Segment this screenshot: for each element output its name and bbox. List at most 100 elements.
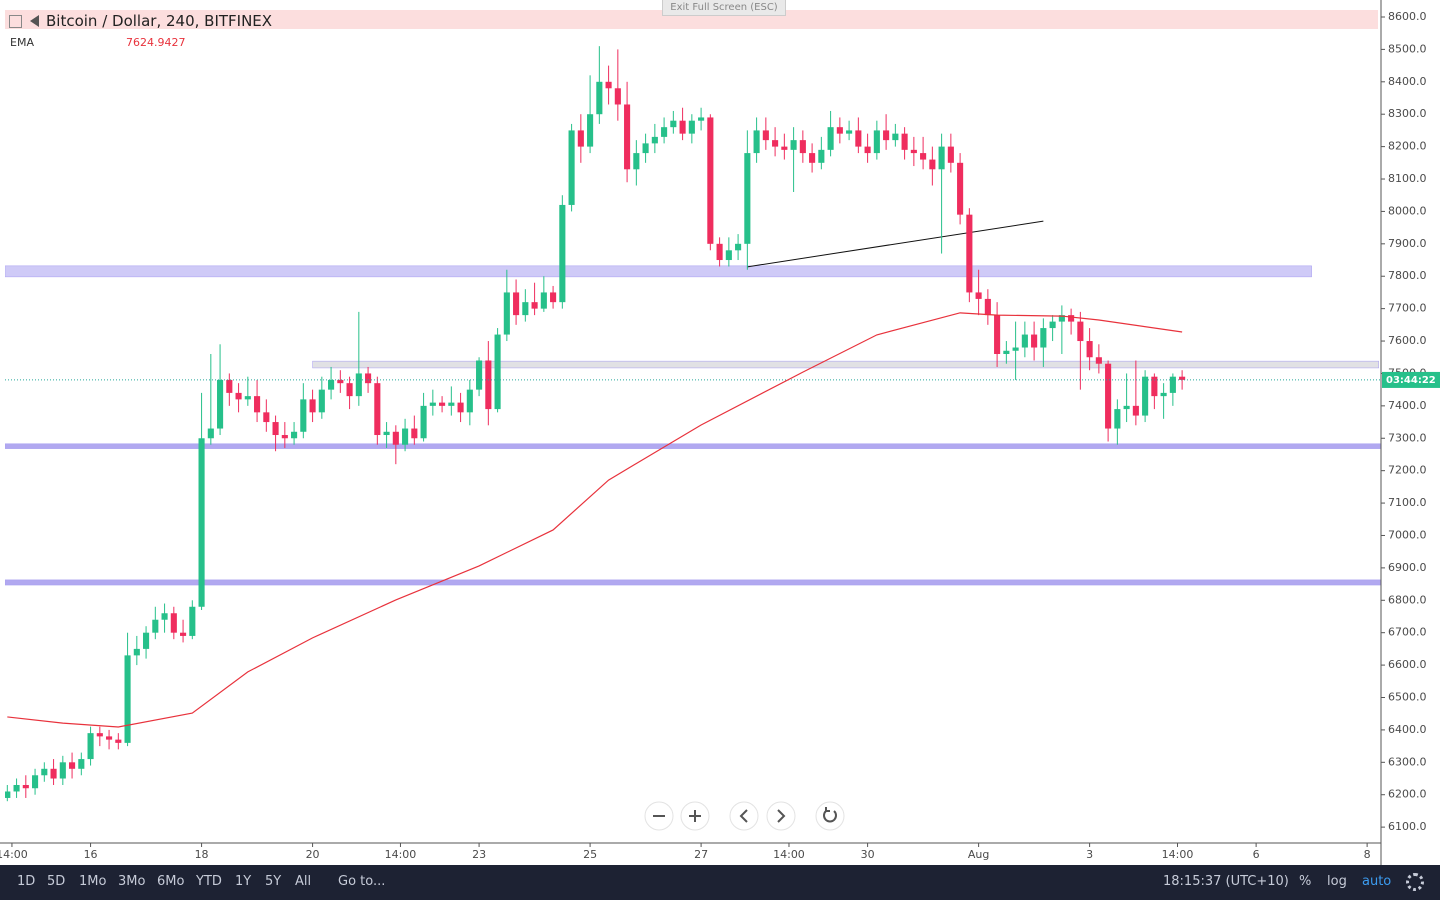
candle-body	[189, 606, 196, 636]
goto-button[interactable]: Go to...	[338, 874, 386, 889]
candle-body	[485, 360, 492, 410]
candle-body	[698, 117, 705, 121]
x-tick-label: 8	[1364, 848, 1371, 861]
candle-body	[670, 120, 677, 128]
y-tick-label: 6500.0	[1388, 691, 1427, 704]
scroll-right[interactable]	[766, 801, 796, 831]
candle-body	[466, 389, 473, 413]
range-button[interactable]: All	[295, 874, 312, 889]
candle-body	[1040, 328, 1047, 348]
candle-body	[624, 104, 631, 170]
candle-body	[540, 292, 547, 309]
indicator-value: 7624.9427	[126, 36, 186, 49]
candle-body	[559, 204, 566, 303]
candle-body	[133, 648, 140, 656]
candle-body	[762, 130, 769, 141]
icon	[739, 809, 748, 823]
range-button[interactable]: 6Mo	[157, 874, 185, 889]
candle-body	[550, 292, 557, 303]
range-button[interactable]: 5D	[47, 874, 66, 889]
axis-option[interactable]: log	[1327, 874, 1347, 889]
candle-body	[883, 130, 890, 141]
x-tick-label: 3	[1086, 848, 1093, 861]
candle-body	[346, 383, 353, 397]
candle-body	[87, 733, 94, 760]
x-tick-label: Aug	[968, 848, 989, 861]
candle-body	[809, 153, 816, 163]
candle-body	[873, 130, 880, 154]
collapse-button[interactable]	[9, 15, 22, 28]
range-button[interactable]: 3Mo	[118, 874, 146, 889]
candle-body	[661, 127, 668, 137]
x-tick-label: 14:00	[1162, 848, 1194, 861]
y-tick-label: 7900.0	[1388, 237, 1427, 250]
candle-body	[1169, 376, 1176, 393]
candle-body	[1058, 315, 1065, 322]
settings-icon[interactable]	[1406, 873, 1424, 891]
candle-body	[494, 334, 501, 410]
range-button[interactable]: 1Mo	[79, 874, 107, 889]
candle-body	[337, 379, 344, 384]
candle-body	[254, 396, 261, 413]
last-price-box	[1382, 371, 1440, 388]
range-button[interactable]: YTD	[196, 874, 222, 889]
candle-body	[170, 613, 177, 633]
axis-option[interactable]: %	[1299, 874, 1312, 889]
x-tick-label: 14:00	[773, 848, 805, 861]
y-tick-label: 8500.0	[1388, 42, 1427, 55]
range-button[interactable]: 1Y	[235, 874, 252, 889]
candle-body	[328, 379, 335, 390]
range-button[interactable]: 1D	[17, 874, 36, 889]
x-tick-label: 16	[84, 848, 98, 861]
x-tick-label: 14:00	[0, 848, 28, 861]
candle-body	[124, 655, 131, 743]
price-zone	[5, 579, 1381, 586]
icon	[823, 807, 837, 823]
y-tick-label: 8200.0	[1388, 140, 1427, 153]
candle-body	[614, 88, 621, 105]
candle-body	[355, 373, 362, 397]
candle-body	[910, 149, 917, 154]
candle-body	[568, 130, 575, 205]
x-tick-label: 6	[1253, 848, 1260, 861]
candle-body	[1049, 321, 1056, 329]
x-tick-label: 20	[306, 848, 320, 861]
icon	[689, 810, 701, 822]
y-tick-label: 7700.0	[1388, 302, 1427, 315]
candle-body	[411, 428, 418, 439]
x-tick-label: 30	[861, 848, 875, 861]
reset[interactable]	[815, 801, 845, 831]
clock: 18:15:37 (UTC+10)	[1163, 874, 1289, 889]
candle-body	[115, 739, 122, 743]
candle-body	[642, 143, 649, 154]
scroll-left[interactable]	[729, 801, 759, 831]
y-tick-label: 6400.0	[1388, 723, 1427, 736]
candle-body	[235, 392, 242, 400]
exit-fullscreen[interactable]: Exit Full Screen (ESC)	[662, 0, 786, 16]
bottom-toolbar: 1D 5D 1Mo 3Mo 6Mo YTD 1Y 5Y All Go to... 18:15:37 …	[0, 865, 1440, 900]
candle-body	[217, 379, 224, 429]
price-zone	[312, 360, 1379, 369]
range-button[interactable]: 5Y	[265, 874, 282, 889]
candle-body	[744, 153, 751, 244]
candle-body	[78, 759, 85, 769]
candle-body	[32, 775, 39, 789]
candle-body	[402, 428, 409, 445]
price-zone	[5, 443, 1381, 449]
candle-body	[753, 130, 760, 154]
candle-body	[531, 302, 538, 309]
y-tick-label: 6200.0	[1388, 788, 1427, 801]
candle-body	[161, 613, 168, 620]
indicator-name[interactable]: EMA	[10, 36, 34, 49]
y-tick-label: 6100.0	[1388, 820, 1427, 833]
candle-body	[1095, 357, 1102, 364]
candle-body	[198, 438, 205, 607]
y-tick-label: 7300.0	[1388, 431, 1427, 444]
candle-body	[1179, 376, 1186, 380]
candle-body	[5, 791, 11, 798]
candle-body	[318, 389, 325, 413]
candle-body	[383, 431, 390, 436]
candle-body	[291, 431, 298, 439]
axis-option[interactable]: auto	[1362, 874, 1392, 889]
symbol-title[interactable]: Bitcoin / Dollar, 240, BITFINEX	[46, 12, 273, 30]
